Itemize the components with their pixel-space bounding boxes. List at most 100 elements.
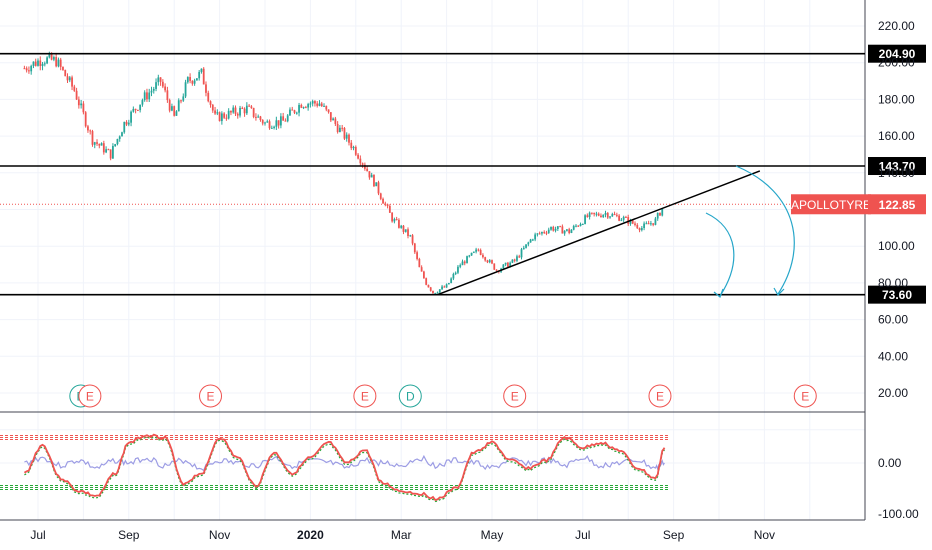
level-price-label: 73.60 — [882, 288, 912, 302]
candle-body — [25, 68, 28, 71]
candle-body — [620, 219, 623, 221]
candle-body — [597, 213, 600, 216]
candle-body — [556, 226, 559, 229]
candle-body — [196, 78, 198, 81]
earnings-event-letter: E — [207, 390, 215, 404]
oscillator-signal-line — [24, 436, 665, 503]
candle-body — [350, 142, 353, 149]
oscillator-tick-label: -100.00 — [878, 507, 919, 521]
candle-body — [121, 132, 123, 137]
candle-body — [62, 66, 64, 70]
candle-body — [409, 235, 412, 237]
candle-body — [652, 223, 655, 225]
level-price-label: 143.70 — [879, 160, 916, 174]
earnings-event-letter: E — [801, 390, 809, 404]
candle-body — [398, 219, 400, 228]
price-tick-label: 200.00 — [878, 56, 915, 70]
candle-body — [559, 226, 561, 228]
candle-body — [640, 228, 643, 231]
candle-body — [93, 142, 96, 145]
candle-body — [141, 100, 144, 105]
candle-body — [472, 251, 475, 253]
candle-body — [243, 108, 246, 114]
candle-body — [59, 59, 62, 67]
candle-body — [443, 286, 446, 288]
candle-body — [479, 250, 482, 255]
candle-body — [634, 223, 636, 225]
candle-body — [541, 231, 543, 234]
candle-body — [307, 104, 310, 108]
candle-body — [218, 112, 221, 122]
candle-body — [661, 208, 664, 216]
candle-body — [522, 247, 525, 250]
candle-body — [613, 214, 616, 216]
time-tick-label: Sep — [663, 528, 685, 542]
candle-body — [590, 212, 593, 214]
candle-body — [323, 105, 325, 107]
candle-body — [527, 242, 530, 245]
candle-body — [604, 213, 607, 215]
candle-body — [245, 105, 248, 114]
candle-body — [320, 103, 323, 107]
candle-body — [289, 109, 291, 116]
candle-body — [316, 103, 319, 106]
candle-body — [275, 120, 278, 127]
candle-body — [136, 109, 139, 111]
time-tick-label: Jul — [30, 528, 45, 542]
candle-body — [352, 146, 355, 149]
candle-body — [304, 107, 307, 109]
candle-body — [438, 289, 441, 293]
candle-body — [77, 99, 80, 106]
candle-body — [432, 290, 434, 293]
candle-body — [52, 57, 55, 60]
candle-body — [32, 61, 35, 66]
candle-body — [373, 174, 375, 187]
candle-body — [102, 143, 105, 153]
candle-body — [520, 249, 523, 258]
candle-body — [411, 235, 414, 244]
candle-body — [207, 92, 210, 102]
candle-body — [622, 216, 625, 220]
candle-body — [413, 243, 416, 253]
candle-body — [543, 231, 546, 233]
candle-body — [82, 103, 85, 113]
candle-body — [84, 112, 87, 127]
candle-body — [164, 86, 167, 91]
oscillator-pane — [0, 433, 670, 503]
time-tick-label: 2020 — [297, 528, 324, 542]
candle-body — [146, 92, 148, 100]
time-tick-label: Nov — [754, 528, 775, 542]
candle-body — [261, 119, 264, 124]
candle-body — [513, 259, 516, 261]
candle-body — [357, 154, 359, 159]
candle-body — [450, 278, 453, 283]
candle-body — [98, 143, 101, 146]
candle-body — [454, 272, 457, 274]
earnings-event-marker — [503, 384, 527, 408]
candle-body — [420, 267, 423, 272]
candle-body — [370, 174, 373, 178]
level-price-label-bg — [868, 285, 926, 304]
candle-body — [366, 168, 369, 172]
candle-body — [298, 104, 300, 113]
candle-body — [232, 107, 235, 113]
candle-body — [214, 110, 216, 114]
candle-body — [584, 215, 586, 224]
candle-body — [257, 116, 260, 118]
candle-body — [150, 90, 153, 93]
candle-body — [48, 53, 51, 58]
candle-body — [252, 107, 255, 117]
candle-body — [552, 226, 555, 231]
candle-body — [568, 229, 571, 233]
candle-body — [43, 63, 46, 65]
candle-body — [656, 212, 659, 219]
candle-body — [177, 100, 180, 112]
candle-body — [457, 266, 459, 273]
candle-body — [466, 256, 468, 264]
candle-body — [302, 107, 305, 109]
candle-body — [488, 260, 491, 263]
candle-body — [588, 212, 591, 218]
axis-labels: 220.00 200.00 180.00 160.00 140.00 100.00 80.0… — [30, 19, 919, 542]
candle-body — [563, 230, 566, 234]
